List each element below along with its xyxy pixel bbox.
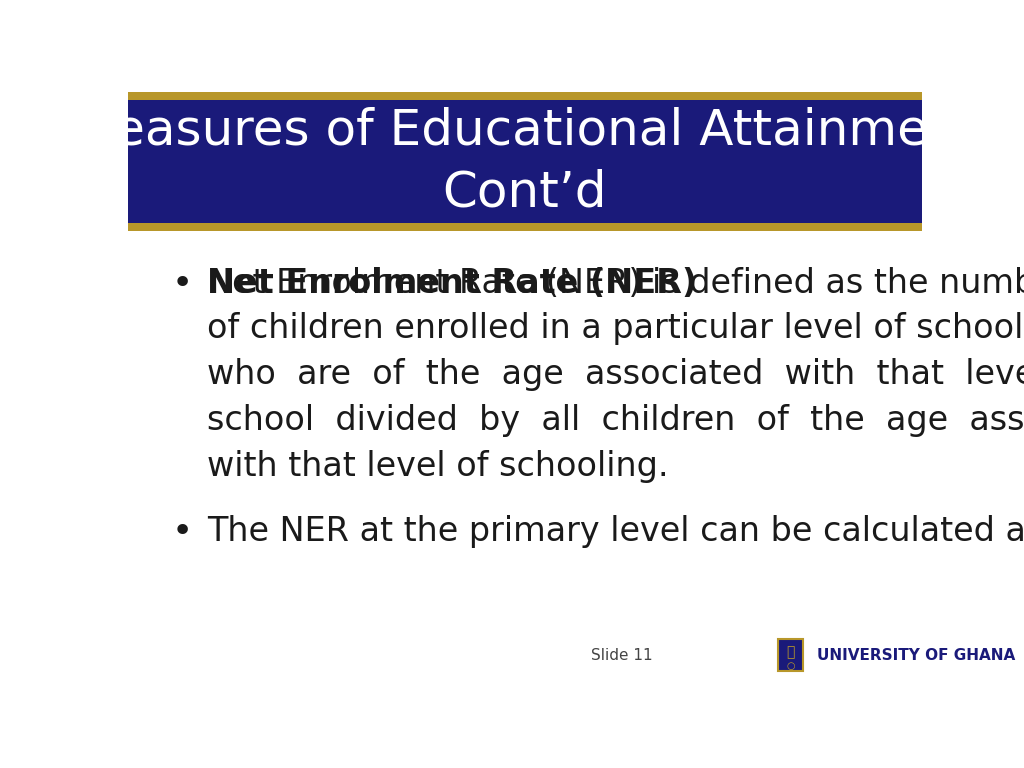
Text: ○: ○ (786, 660, 795, 670)
Text: •: • (172, 515, 193, 549)
Bar (128, 100, 922, 223)
Bar (128, 92, 922, 100)
Text: Slide 11: Slide 11 (591, 647, 652, 663)
Text: school  divided  by  all  children  of  the  age  associated: school divided by all children of the ag… (207, 404, 1024, 437)
Text: Cont’d: Cont’d (442, 168, 607, 217)
Bar (128, 223, 922, 231)
Text: Measures of Educational Attainment: Measures of Educational Attainment (71, 107, 979, 155)
Text: •: • (172, 266, 193, 300)
Text: of children enrolled in a particular level of schooling: of children enrolled in a particular lev… (207, 313, 1024, 346)
Bar (778, 639, 804, 671)
Text: Net Enrolment Rate (NER): Net Enrolment Rate (NER) (207, 266, 697, 300)
Text: The NER at the primary level can be calculated as:: The NER at the primary level can be calc… (207, 515, 1024, 548)
Text: with that level of schooling.: with that level of schooling. (207, 449, 669, 482)
Text: who  are  of  the  age  associated  with  that  level  of: who are of the age associated with that … (207, 358, 1024, 391)
Text: Net Enrolment Rate (NER) is defined as the number: Net Enrolment Rate (NER) is defined as t… (207, 266, 1024, 300)
Text: UNIVERSITY OF GHANA: UNIVERSITY OF GHANA (817, 647, 1015, 663)
Text: ⛪: ⛪ (786, 645, 795, 659)
